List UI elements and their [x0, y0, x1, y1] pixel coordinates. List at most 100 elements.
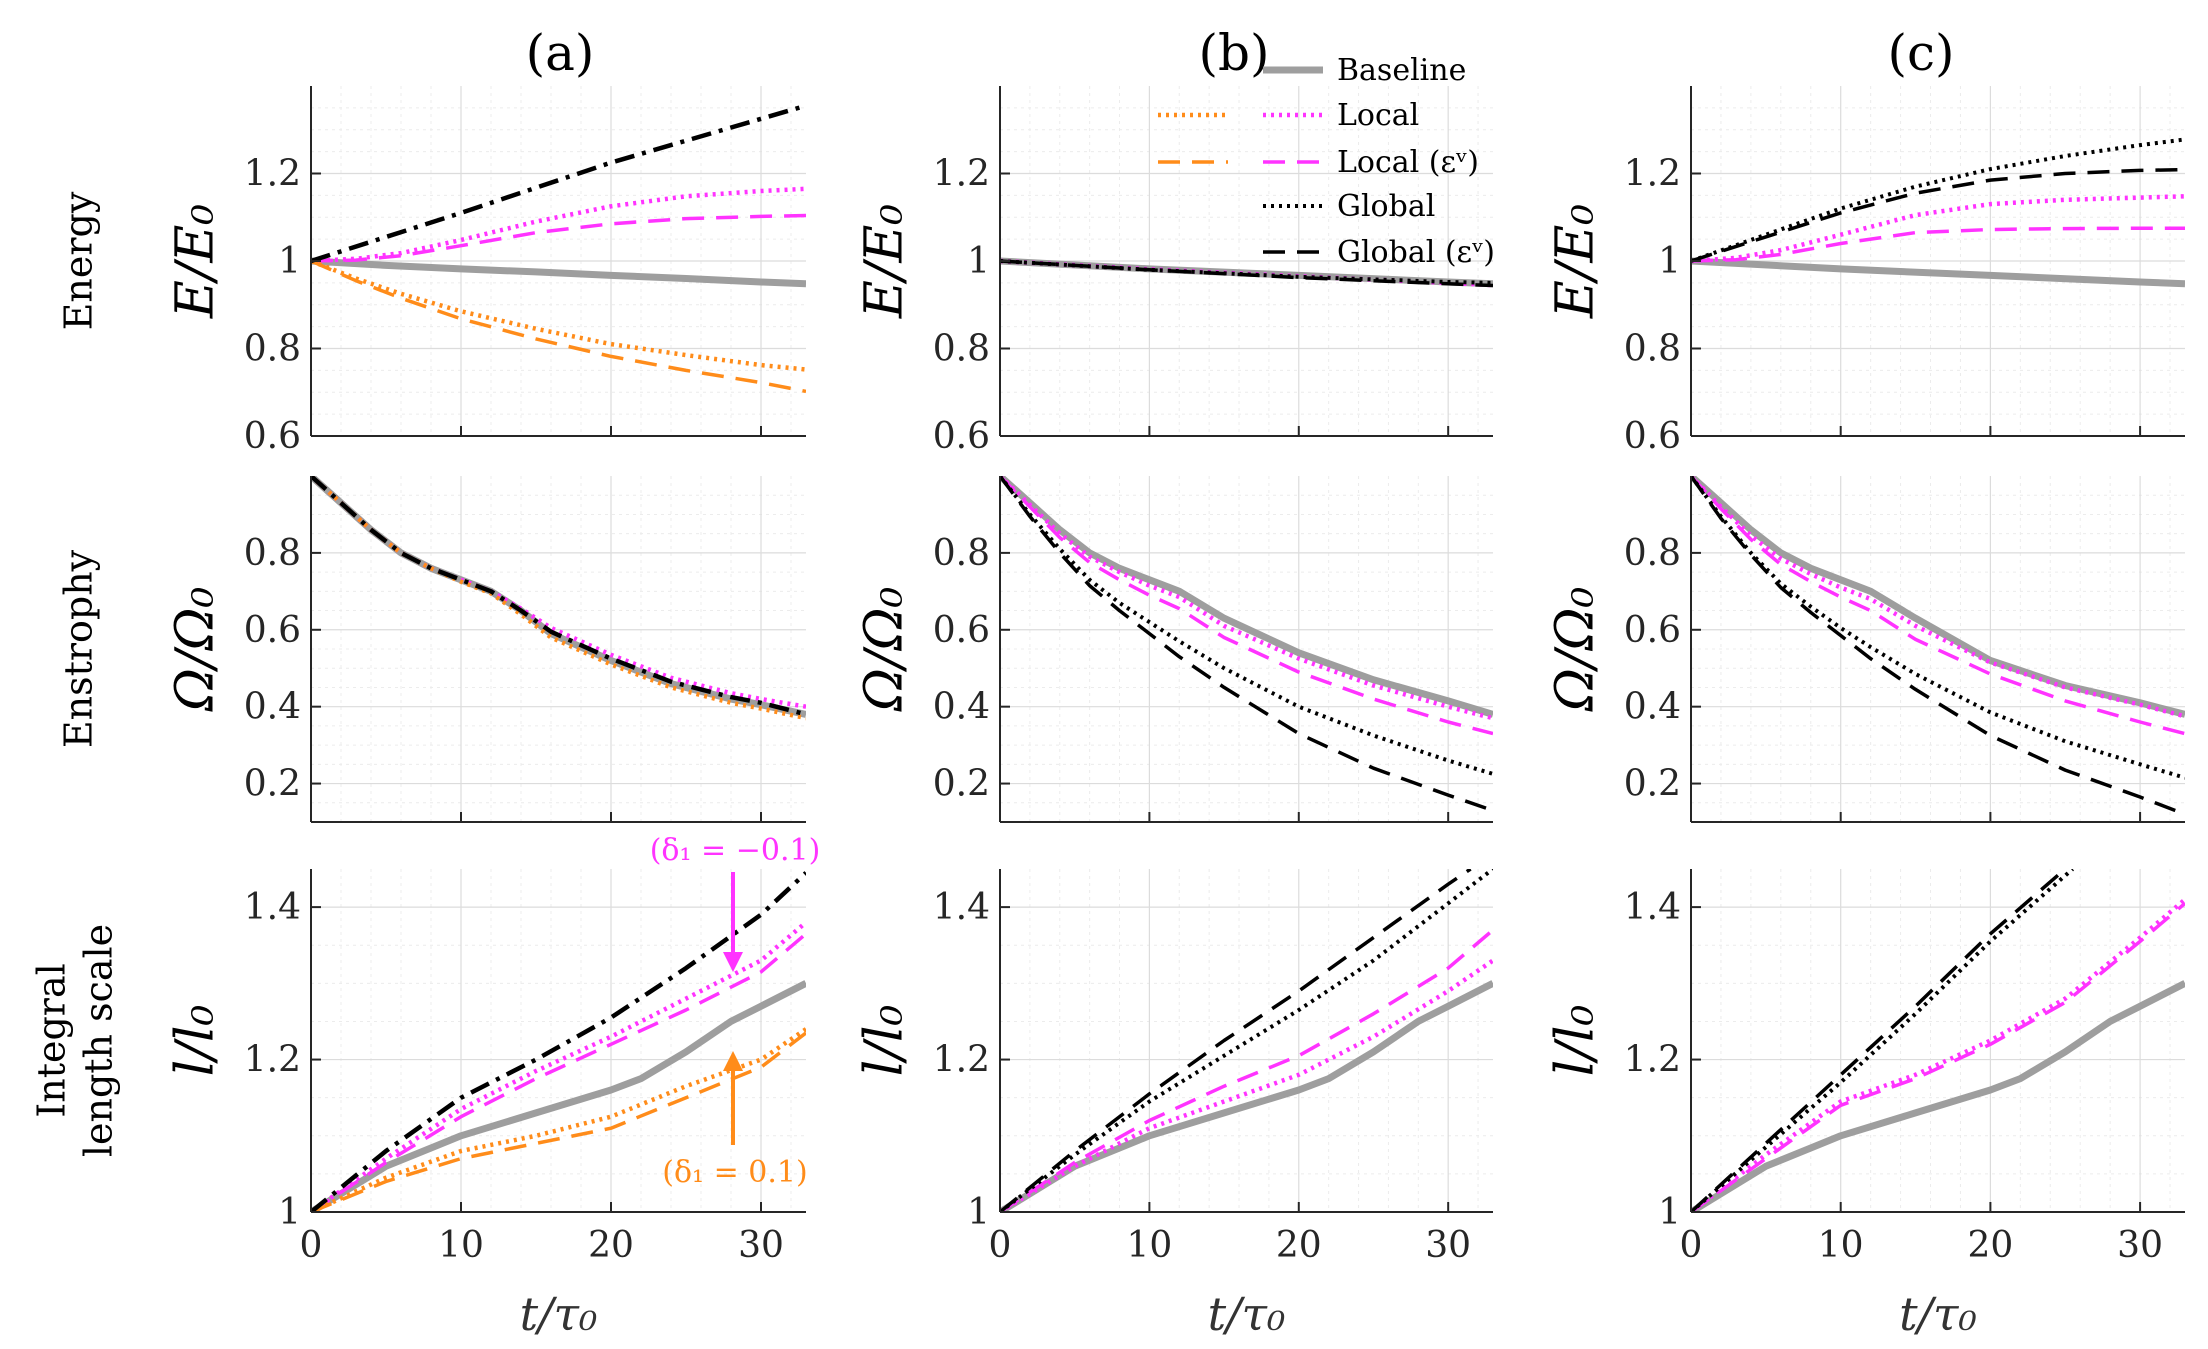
y-tick-label: 1: [967, 1192, 990, 1233]
y-tick-label: 1.4: [933, 887, 990, 928]
series-local: [1691, 897, 2185, 1212]
series-local-eps: [311, 213, 806, 263]
legend-label: Local: [1337, 98, 1419, 133]
series-global: [1000, 869, 1493, 1212]
y-tick-label: 1.2: [933, 1040, 990, 1081]
y-axis-label: l/l₀: [855, 1005, 915, 1077]
row-label: Energy: [57, 191, 101, 330]
series-baseline: [1691, 257, 2185, 288]
series-local-eps: [1691, 476, 2185, 736]
legend-label: Baseline: [1337, 53, 1466, 88]
annotation-pos-delta: (δ₁ = 0.1): [662, 1155, 807, 1190]
panel-b-enstrophy: 0.2 0.4 0.6 0.8 Ω/Ω₀: [855, 476, 1493, 823]
series-global-pair: [311, 476, 806, 717]
row-label: length scale: [77, 924, 121, 1157]
y-axis-label: l/l₀: [1546, 1005, 1606, 1077]
legend-label: Local (εᵛ): [1337, 145, 1479, 180]
y-axis-label: Ω/Ω₀: [1546, 587, 1606, 713]
x-tick-label: 30: [1425, 1225, 1471, 1266]
series-global-eps: [1000, 869, 1472, 1212]
y-axis-label: E/E₀: [855, 204, 915, 319]
plot-area: [1691, 869, 2185, 1212]
y-tick-label: 1.2: [933, 154, 990, 195]
y-tick-label: 1: [967, 241, 990, 282]
y-tick-label: 0.6: [1624, 610, 1681, 651]
y-tick-label: 0.4: [244, 687, 301, 728]
x-tick-label: 0: [989, 1225, 1012, 1266]
x-tick-label: 20: [1967, 1225, 2013, 1266]
y-tick-label: 1.2: [244, 154, 301, 195]
legend-label: Global: [1337, 189, 1435, 224]
plot-area: [311, 869, 806, 1212]
series-global-eps: [1691, 869, 2067, 1212]
y-tick-label: 1: [1658, 241, 1681, 282]
series-baseline: [311, 980, 806, 1212]
panel-a-energy: 0.6 0.8 1 1.2 E/E₀: [166, 86, 806, 457]
series-global-pair: [311, 103, 806, 264]
panel-a-enstrophy: 0.2 0.4 0.6 0.8 Ω/Ω₀: [166, 476, 806, 823]
column-title: (b): [1198, 24, 1269, 82]
row-label: Integral: [30, 963, 74, 1118]
y-axis-label: E/E₀: [1546, 204, 1606, 319]
series-baseline: [1000, 476, 1493, 718]
y-tick-label: 1: [1658, 1192, 1681, 1233]
series-local: [1691, 476, 2185, 719]
y-axis-label: Ω/Ω₀: [166, 587, 226, 713]
column-title: (c): [1887, 24, 1954, 82]
panel-c-length-scale: 1 1.2 1.4 0 10 20 30 l/l₀ t/τ₀: [1546, 869, 2185, 1341]
series-local-eps: [1691, 901, 2185, 1212]
y-axis-label: E/E₀: [166, 204, 226, 319]
y-tick-label: 1: [278, 1192, 301, 1233]
y-tick-label: 0.4: [1624, 687, 1681, 728]
series-local-eps: [1000, 928, 1493, 1212]
y-tick-label: 0.6: [1624, 416, 1681, 457]
series-local-eps: [1000, 476, 1493, 736]
series-global-eps: [1691, 167, 2185, 263]
x-axis-label: t/τ₀: [520, 1287, 598, 1341]
series-local: [1000, 958, 1493, 1212]
x-tick-label: 10: [1818, 1225, 1864, 1266]
x-tick-label: 10: [1126, 1225, 1172, 1266]
y-tick-label: 0.6: [244, 610, 301, 651]
y-axis-label: Ω/Ω₀: [855, 587, 915, 713]
y-tick-label: 0.8: [933, 329, 990, 370]
series-global-eps: [1000, 476, 1493, 813]
column-title: (a): [526, 24, 595, 82]
series-baseline: [1691, 980, 2185, 1212]
x-tick-label: 20: [588, 1225, 634, 1266]
legend-label: Global (εᵛ): [1337, 235, 1495, 270]
panel-a-length-scale: 1 1.2 1.4 0 10 20 30 l/l₀ t/τ₀: [166, 869, 806, 1341]
x-tick-label: 30: [2117, 1225, 2163, 1266]
y-tick-label: 0.8: [244, 329, 301, 370]
series-baseline: [1691, 476, 2185, 718]
legend: Baseline Local Local (εᵛ) Global Global (εᵛ): [1158, 53, 1495, 270]
y-tick-label: 1.2: [1624, 1040, 1681, 1081]
series-global-pair: [311, 871, 806, 1212]
y-tick-label: 0.6: [933, 610, 990, 651]
y-tick-label: 1.2: [1624, 154, 1681, 195]
y-tick-label: 0.8: [1624, 329, 1681, 370]
y-tick-label: 1.4: [1624, 887, 1681, 928]
x-tick-label: 10: [438, 1225, 484, 1266]
series-local-eps: [1691, 226, 2185, 263]
series-local-eps: [311, 932, 806, 1212]
y-tick-label: 0.6: [933, 416, 990, 457]
y-axis-label: l/l₀: [166, 1005, 226, 1077]
series-local-pos: [311, 476, 806, 721]
panel-c-energy: 0.6 0.8 1 1.2 E/E₀: [1546, 86, 2185, 457]
y-tick-label: 0.2: [244, 764, 301, 805]
y-tick-label: 0.2: [1624, 764, 1681, 805]
series-local-pos-eps: [311, 259, 806, 394]
annotations: (δ₁ = −0.1) (δ₁ = 0.1): [650, 833, 821, 1190]
series-baseline: [1000, 257, 1493, 288]
series-baseline: [311, 257, 806, 288]
panel-c-enstrophy: 0.2 0.4 0.6 0.8 Ω/Ω₀: [1546, 476, 2185, 823]
series-global: [1691, 869, 2075, 1212]
y-tick-label: 1: [278, 241, 301, 282]
y-tick-label: 1.2: [244, 1040, 301, 1081]
series-global-eps: [1691, 476, 2185, 816]
row-label: Enstrophy: [57, 549, 101, 748]
plot-area: [1000, 869, 1493, 1212]
y-tick-label: 0.2: [933, 764, 990, 805]
